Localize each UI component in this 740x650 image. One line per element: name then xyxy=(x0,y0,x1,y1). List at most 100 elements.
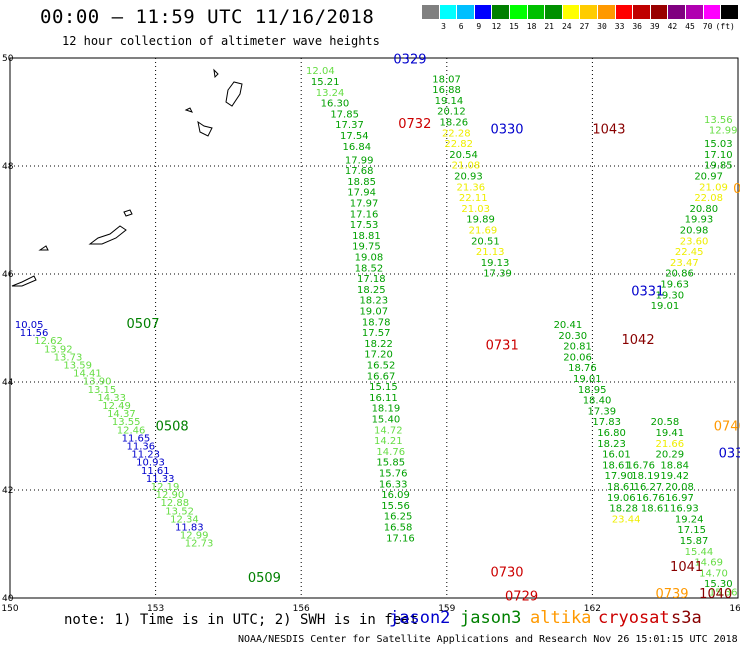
wave-height-value: 21.69 xyxy=(469,226,498,237)
color-swatch xyxy=(509,5,528,19)
wave-height-value: 23.44 xyxy=(612,514,641,525)
wave-height-value: 16.09 xyxy=(381,490,410,501)
pass-label: 1041 xyxy=(670,560,703,575)
legend-item-altika: altika xyxy=(530,608,592,628)
wave-height-value: 17.37 xyxy=(335,120,364,131)
color-scale-label: 42 xyxy=(667,22,678,31)
wave-height-value: 20.98 xyxy=(680,226,709,237)
wave-height-value: 18.52 xyxy=(355,263,384,274)
color-scale-label: 9 xyxy=(476,22,482,31)
wave-height-value: 17.16 xyxy=(386,533,415,544)
wave-height-value: 19.24 xyxy=(675,514,704,525)
wave-height-value: 16.84 xyxy=(342,142,371,153)
color-swatch xyxy=(685,5,704,19)
wave-height-value: 18.95 xyxy=(578,385,607,396)
wave-height-value: 21.09 xyxy=(699,182,728,193)
wave-height-value: 19.41 xyxy=(655,428,684,439)
wave-height-value: 18.78 xyxy=(362,317,391,328)
pass-label: 0332 xyxy=(719,447,740,462)
color-swatch xyxy=(615,5,634,19)
color-swatch xyxy=(597,5,616,19)
pass-label: 1042 xyxy=(622,333,655,348)
legend-item-jason2: jason2 xyxy=(389,608,451,628)
x-tick-label: 162 xyxy=(584,604,601,614)
wave-height-value: 20.80 xyxy=(689,204,718,215)
x-tick-label: 156 xyxy=(293,604,310,614)
wave-height-value: 23.47 xyxy=(670,258,699,269)
wave-height-value: 19.30 xyxy=(655,290,684,301)
wave-height-value: 12.34 xyxy=(170,514,199,525)
color-swatch xyxy=(457,5,475,19)
pass-label: 1040 xyxy=(699,587,732,602)
wave-height-value: 15.87 xyxy=(680,536,709,547)
wave-height-value: 15.21 xyxy=(311,77,340,88)
pass-label: 0329 xyxy=(393,52,426,67)
color-swatch xyxy=(527,5,546,19)
wave-height-value: 18.81 xyxy=(352,231,381,242)
wave-height-value: 12.04 xyxy=(306,66,335,77)
wave-height-value: 22.08 xyxy=(694,193,723,204)
wave-height-value: 18.61 xyxy=(602,460,631,471)
wave-height-value: 19.14 xyxy=(435,96,464,107)
wave-height-value: 19.08 xyxy=(355,253,384,264)
wave-height-value: 16.25 xyxy=(384,512,413,523)
wave-height-value: 22.45 xyxy=(675,247,704,258)
wave-height-value: 12.46 xyxy=(117,425,146,436)
legend-item-cryosat: cryosat xyxy=(598,608,670,628)
wave-height-value: 18.85 xyxy=(347,177,376,188)
legend-item-jason3: jason3 xyxy=(460,608,522,628)
color-scale-label: 12 xyxy=(491,22,502,31)
color-scale-label: 33 xyxy=(614,22,625,31)
wave-height-value: 17.10 xyxy=(704,150,733,161)
wave-height-value: 17.54 xyxy=(340,131,369,142)
coastline-outline xyxy=(38,245,49,251)
legend-item-s3a: s3a xyxy=(671,608,702,628)
wave-height-value: 13.15 xyxy=(88,385,117,396)
coastline-outline xyxy=(11,275,37,287)
wave-height-value: 13.59 xyxy=(63,361,92,372)
wave-height-value: 16.01 xyxy=(602,450,631,461)
x-tick-label: 150 xyxy=(1,604,18,614)
color-scale-label: 36 xyxy=(632,22,643,31)
wave-height-value: 16.30 xyxy=(321,99,350,110)
wave-height-value: 22.11 xyxy=(459,193,488,204)
pass-label: 0507 xyxy=(126,317,159,332)
color-swatch xyxy=(439,5,458,19)
wave-height-value: 17.53 xyxy=(350,220,379,231)
color-scale-label: 39 xyxy=(649,22,660,31)
wave-height-value: 18.28 xyxy=(609,504,638,515)
wave-height-value: 19.75 xyxy=(352,242,381,253)
wave-height-value: 20.06 xyxy=(563,352,592,363)
wave-height-value: 12.99 xyxy=(180,531,209,542)
wave-height-value: 17.97 xyxy=(350,199,379,210)
wave-height-value: 18.19 xyxy=(372,404,401,415)
pass-label: 0509 xyxy=(248,571,281,586)
wave-height-value: 14.72 xyxy=(374,425,403,436)
pass-label: 0732 xyxy=(398,117,431,132)
wave-height-value: 15.44 xyxy=(685,547,714,558)
wave-height-value: 14.37 xyxy=(107,409,136,420)
color-scale-label: 24 xyxy=(561,22,572,31)
wave-height-value: 19.63 xyxy=(660,280,689,291)
wave-height-value: 12.19 xyxy=(151,482,180,493)
pass-label: 0731 xyxy=(486,339,519,354)
wave-height-value: 18.23 xyxy=(359,296,388,307)
wave-height-value: 17.94 xyxy=(347,188,376,199)
wave-height-value: 20.08 xyxy=(665,482,694,493)
color-scale-label: 30 xyxy=(597,22,607,31)
wave-height-value: 16.52 xyxy=(367,361,396,372)
wave-height-value: 12.73 xyxy=(185,539,214,550)
wave-height-value: 14.69 xyxy=(694,558,723,569)
chart-subtitle: 12 hour collection of altimeter wave hei… xyxy=(62,34,380,48)
wave-height-value: 13.92 xyxy=(44,344,73,355)
y-tick-label: 46 xyxy=(2,270,14,280)
wave-height-value: 13.55 xyxy=(112,417,141,428)
wave-height-value: 13.56 xyxy=(704,115,733,126)
wave-height-value: 15.30 xyxy=(704,579,733,590)
color-swatch xyxy=(545,5,563,19)
color-scale-label: 27 xyxy=(579,22,590,31)
wave-height-value: 18.26 xyxy=(440,118,469,129)
wave-height-value: 19.01 xyxy=(651,301,680,312)
wave-height-value: 14.76 xyxy=(376,447,405,458)
